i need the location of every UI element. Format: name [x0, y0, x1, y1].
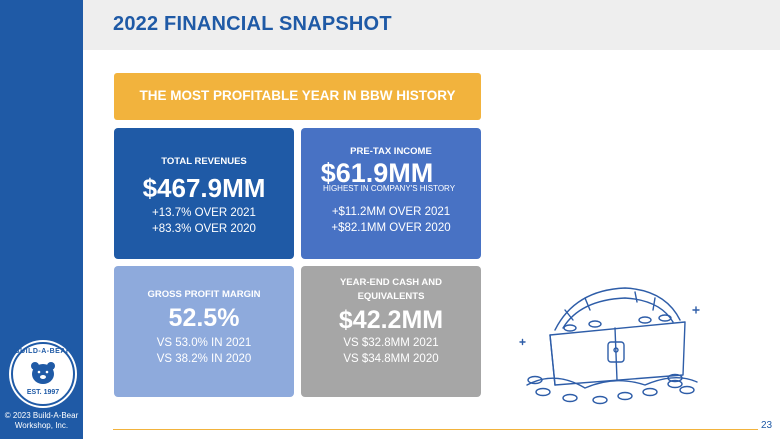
card-line2: +83.3% OVER 2020: [152, 223, 256, 235]
page-number: 23: [761, 420, 773, 431]
card-label: GROSS PROFIT MARGIN: [147, 289, 261, 300]
page-title: 2022 FINANCIAL SNAPSHOT: [113, 13, 392, 35]
header-bar: [83, 0, 780, 50]
bear-icon: [31, 362, 55, 384]
card-value: 52.5%: [168, 304, 240, 332]
banner-text: THE MOST PROFITABLE YEAR IN BBW HISTORY: [139, 88, 456, 103]
bear-logo-icon: BUILD-A-BEAR EST. 1997: [11, 342, 75, 406]
card-line1: VS 53.0% IN 2021: [156, 337, 252, 349]
copyright: © 2023 Build-A-Bear Workshop, Inc.: [0, 411, 83, 431]
total-revenues-card: TOTAL REVENUES $467.9MM +13.7% OVER 2021…: [114, 128, 294, 259]
copyright-line2: Workshop, Inc.: [14, 421, 69, 430]
highlight-banner: THE MOST PROFITABLE YEAR IN BBW HISTORY: [114, 73, 481, 120]
card-label-line1: YEAR-END CASH AND: [339, 277, 443, 288]
card-line2: +$82.1MM OVER 2020: [331, 222, 451, 234]
cash-equivalents-card: YEAR-END CASH AND EQUIVALENTS $42.2MM VS…: [301, 266, 481, 397]
logo-top-text: BUILD-A-BEAR: [14, 348, 72, 355]
copyright-line1: © 2023 Build-A-Bear: [4, 411, 79, 420]
card-value: $42.2MM: [338, 306, 444, 334]
card-value: $467.9MM: [142, 173, 266, 203]
card-line2: VS 38.2% IN 2020: [156, 353, 252, 365]
card-label: TOTAL REVENUES: [161, 156, 247, 167]
logo-bottom-text: EST. 1997: [26, 389, 60, 396]
card-label-line2: EQUIVALENTS: [357, 291, 425, 302]
card-line2: VS $34.8MM 2020: [343, 353, 439, 365]
sidebar: BUILD-A-BEAR EST. 1997 © 2023 Build-A-Be…: [0, 0, 83, 439]
card-line1: VS $32.8MM 2021: [343, 337, 439, 349]
card-value: $61.9MM: [320, 158, 434, 188]
gross-profit-margin-card: GROSS PROFIT MARGIN 52.5% VS 53.0% IN 20…: [114, 266, 294, 397]
pretax-income-card: PRE-TAX INCOME $61.9MM HIGHEST IN COMPAN…: [301, 128, 481, 259]
card-line1: +13.7% OVER 2021: [152, 207, 256, 219]
treasure-chest-icon: [519, 287, 700, 405]
card-label: PRE-TAX INCOME: [350, 146, 432, 157]
card-line1: +$11.2MM OVER 2021: [331, 206, 451, 218]
footer-divider: [113, 429, 758, 430]
card-note: HIGHEST IN COMPANY'S HISTORY: [322, 184, 456, 193]
